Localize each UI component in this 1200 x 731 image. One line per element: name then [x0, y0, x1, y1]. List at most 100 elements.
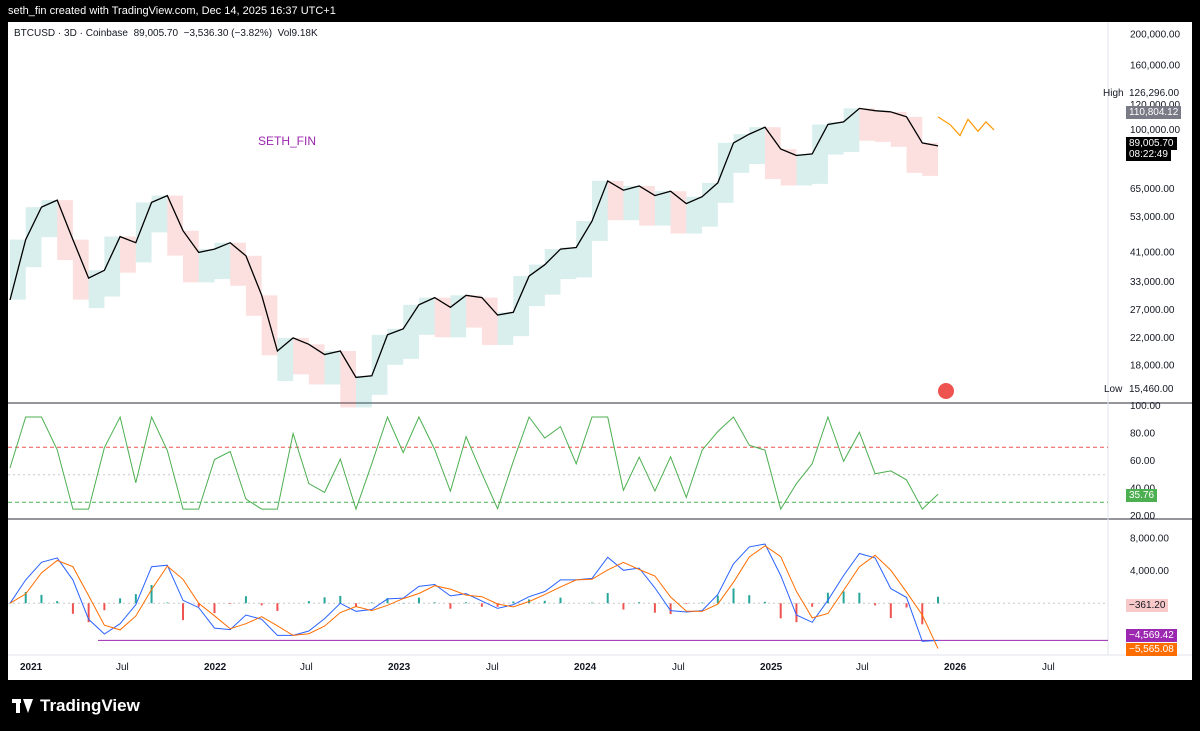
macd-hist-bar-50	[795, 603, 798, 623]
trend-shade-8	[120, 236, 136, 273]
trend-shade-13	[198, 249, 215, 283]
time-axis-label-0: 2021	[20, 662, 43, 673]
time-axis-label-8: 2025	[760, 662, 783, 673]
price-axis-tick-5: 53,000.00	[1130, 212, 1175, 223]
symbol-price: 89,005.70	[133, 28, 179, 39]
trend-shade-27	[418, 297, 435, 335]
symbol-volume: Vol9.18K	[277, 28, 318, 39]
trend-shade-10	[151, 195, 168, 233]
dot-1: ·	[57, 28, 62, 39]
trend-shade-49	[764, 127, 781, 180]
macd-hist-bar-43	[685, 603, 688, 604]
high-value: 126,296.00	[1129, 88, 1180, 99]
trend-shade-52	[812, 124, 828, 184]
macd-hist-bar-37	[590, 602, 593, 604]
macd-hist-bar-56	[889, 603, 892, 618]
macd-line	[9, 543, 939, 642]
price-axis-tick-0: 200,000.00	[1130, 30, 1180, 41]
rsi-axis-tick-1: 80.00	[1130, 429, 1155, 440]
trend-shade-48	[749, 127, 765, 165]
time-axis-label-11: Jul	[1042, 662, 1055, 673]
macd-hist-bar-54	[858, 592, 861, 604]
macd-hist-bar-34	[543, 600, 546, 604]
footer: TradingView	[0, 690, 1200, 731]
macd-hist-bar-47	[748, 595, 751, 604]
macd-hist-bar-1	[24, 592, 27, 604]
time-axis-label-5: Jul	[486, 662, 499, 673]
trend-shade-31	[481, 297, 498, 345]
time-axis-label-2: 2022	[204, 662, 227, 673]
low-label: Low	[1104, 384, 1123, 395]
macd-hist-bar-41	[653, 603, 656, 613]
macd-hist-bar-22	[355, 603, 358, 608]
symbol-timeframe: 3D	[64, 28, 77, 39]
macd-hist-tag: −361.20	[1126, 599, 1169, 612]
macd-hist-bar-40	[638, 602, 641, 604]
price-axis-tick-4: 65,000.00	[1130, 184, 1175, 195]
time-axis-label-7: Jul	[672, 662, 685, 673]
rsi-axis-tick-2: 60.00	[1130, 456, 1155, 467]
macd-hist-bar-13	[213, 603, 216, 614]
trend-shade-41	[639, 185, 655, 226]
price-axis-tick-7: 33,000.00	[1130, 277, 1175, 288]
symbol-change: −3,536.30 (−3.82%)	[183, 28, 273, 39]
macd-hist-bar-17	[276, 603, 279, 611]
price-axis-tick-1: 160,000.00	[1130, 60, 1180, 71]
price-axis-tick-8: 27,000.00	[1130, 305, 1175, 316]
tradingview-logo[interactable]: TradingView	[12, 696, 140, 716]
level-tag: 110,804.12	[1126, 106, 1182, 119]
trend-shade-5	[72, 239, 89, 300]
dot-2: ·	[79, 28, 83, 39]
macd-hist-bar-4	[71, 603, 74, 614]
rsi-line	[9, 415, 939, 511]
trend-shade-2	[25, 207, 42, 268]
macd-signal-line	[9, 545, 939, 649]
trend-shade-32	[497, 312, 514, 345]
macd-hist-bar-7	[119, 598, 122, 604]
macd-hist-bar-14	[229, 603, 232, 604]
trend-shade-50	[780, 149, 797, 186]
time-axis-label-6: 2024	[574, 662, 597, 673]
time-axis-label-3: Jul	[300, 662, 313, 673]
trend-shade-3	[41, 200, 58, 238]
trend-shade-33	[513, 276, 530, 337]
trend-shade-24	[371, 334, 388, 395]
macd-hist-bar-42	[669, 603, 672, 615]
trend-shade-39	[607, 180, 624, 221]
trend-shade-55	[859, 108, 876, 141]
macd-hist-bar-24	[386, 598, 389, 604]
trend-shade-21	[324, 351, 341, 385]
macd-hist-bar-5	[87, 603, 90, 623]
time-axis-label-10: 2026	[944, 662, 967, 673]
macd-signal-tag: −5,565.08	[1126, 643, 1177, 656]
trend-shade-28	[434, 297, 451, 338]
trend-shade-7	[104, 236, 121, 297]
rsi-value-tag: 35.76	[1126, 489, 1158, 502]
macd-hist-bar-48	[763, 601, 766, 604]
author-watermark: SETH_FIN	[258, 134, 317, 148]
trend-shade-26	[403, 304, 419, 359]
export-caption: seth_fin created with TradingView.com, D…	[0, 0, 1200, 22]
trend-shade-37	[576, 221, 592, 278]
trend-shade-40	[623, 185, 640, 221]
price-axis-tick-10: 18,000.00	[1130, 360, 1175, 371]
trend-shade-6	[88, 270, 105, 309]
macd-hist-bar-26	[417, 597, 420, 604]
trend-shade-38	[591, 180, 608, 241]
trend-shade-53	[827, 121, 844, 155]
chart-frame: 200,000.00 160,000.00 120,000.00 100,000.00…	[8, 22, 1192, 680]
macd-hist-bar-57	[905, 603, 908, 608]
trend-shade-25	[387, 328, 404, 365]
price-axis-tick-9: 22,000.00	[1130, 333, 1175, 344]
trend-shade-12	[183, 230, 199, 283]
tradingview-brand: TradingView	[40, 696, 140, 715]
tradingview-logo-icon	[12, 699, 34, 713]
chart-canvas[interactable]: 200,000.00 160,000.00 120,000.00 100,000.00…	[8, 22, 1192, 680]
macd-hist-bar-53	[842, 591, 845, 604]
macd-hist-bar-29	[465, 602, 468, 604]
macd-hist-bar-15	[244, 596, 247, 604]
macd-hist-bar-30	[480, 603, 483, 607]
low-value: 15,460.00	[1129, 384, 1174, 395]
symbol-header[interactable]: BTCUSD · 3D · Coinbase 89,005.70 −3,536.…	[14, 28, 318, 39]
macd-hist-bar-38	[606, 593, 609, 604]
